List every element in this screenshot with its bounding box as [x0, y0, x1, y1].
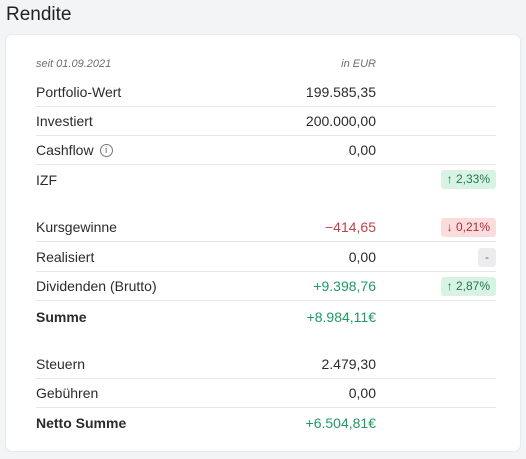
realisiert-value: 0,00 [348, 249, 376, 265]
row-investiert: Investiert 200.000,00 [36, 107, 496, 136]
dividenden-badge-wrap: ↑ 2,87% [440, 276, 496, 296]
row-cashflow: Cashflow i 0,00 [36, 136, 496, 165]
row-izf: IZF ↑ 2,33% [36, 165, 496, 194]
portfolio-wert-label: Portfolio-Wert [36, 84, 122, 100]
row-steuern: Steuern 2.479,30 [36, 350, 496, 379]
investiert-label: Investiert [36, 113, 93, 129]
summe-value: +8.984,11€ [306, 308, 376, 325]
table-header: seit 01.09.2021 in EUR [36, 49, 496, 78]
dividenden-value: +9.398,76 [313, 278, 376, 294]
row-gebuehren: Gebühren 0,00 [36, 379, 496, 408]
gebuehren-label: Gebühren [36, 385, 99, 401]
steuern-value: 2.479,30 [321, 356, 377, 372]
investiert-value: 200.000,00 [305, 113, 376, 129]
kursgewinne-badge-wrap: ↓ 0,21% [440, 217, 496, 237]
izf-badge: ↑ 2,33% [440, 170, 496, 189]
row-portfolio-wert: Portfolio-Wert 199.585,35 [36, 78, 496, 107]
cashflow-value: 0,00 [348, 142, 376, 158]
realisiert-label: Realisiert [36, 249, 95, 265]
gebuehren-value: 0,00 [348, 385, 376, 401]
currency-label: in EUR [341, 57, 376, 70]
cashflow-label-wrap: Cashflow i [36, 142, 113, 158]
summe-label: Summe [36, 308, 87, 325]
kursgewinne-label: Kursgewinne [36, 219, 117, 235]
info-icon[interactable]: i [99, 143, 113, 157]
row-kursgewinne: Kursgewinne −414,65 ↓ 0,21% [36, 213, 496, 242]
portfolio-wert-value: 199.585,35 [305, 84, 376, 100]
dividenden-badge: ↑ 2,87% [440, 276, 496, 296]
netto-summe-label: Netto Summe [36, 414, 127, 431]
row-summe: Summe +8.984,11€ [36, 302, 496, 331]
realisiert-badge-wrap: - [478, 247, 496, 267]
row-netto-summe: Netto Summe +6.504,81€ [36, 408, 496, 437]
netto-summe-value: +6.504,81€ [305, 414, 376, 431]
izf-badge-wrap: ↑ 2,33% [440, 170, 496, 189]
kursgewinne-badge: ↓ 0,21% [440, 217, 496, 237]
page-title: Rendite [6, 4, 72, 25]
since-date-label: seit 01.09.2021 [36, 57, 112, 70]
rendite-card: seit 01.09.2021 in EUR Portfolio-Wert 19… [6, 35, 520, 451]
row-dividenden: Dividenden (Brutto) +9.398,76 ↑ 2,87% [36, 272, 496, 301]
realisiert-badge: - [478, 247, 496, 267]
kursgewinne-value: −414,65 [325, 219, 376, 235]
izf-label: IZF [36, 171, 57, 188]
cashflow-label: Cashflow [36, 142, 94, 158]
steuern-label: Steuern [36, 356, 86, 372]
dividenden-label: Dividenden (Brutto) [36, 278, 157, 294]
row-realisiert: Realisiert 0,00 - [36, 243, 496, 272]
